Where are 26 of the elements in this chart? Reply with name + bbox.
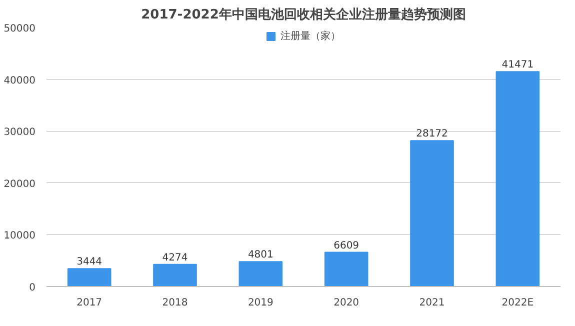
chart-title: 2017-2022年中国电池回收相关企业注册量趋势预测图 (141, 6, 466, 22)
bar (153, 264, 197, 286)
legend-label: 注册量（家） (280, 30, 340, 43)
bar (67, 268, 112, 286)
bar (324, 252, 368, 286)
y-tick-label: 20000 (4, 178, 36, 190)
x-tick-label: 2017 (76, 298, 102, 308)
y-tick-label: 30000 (4, 127, 36, 138)
x-tick-label: 2019 (248, 298, 274, 308)
bar (496, 71, 540, 286)
x-tick-label: 2018 (162, 298, 188, 308)
data-label: 3444 (76, 256, 102, 268)
y-tick-label: 40000 (4, 75, 36, 86)
y-tick-label: 0 (29, 282, 36, 294)
x-tick-label: 2021 (419, 298, 445, 308)
data-label: 28172 (416, 128, 448, 140)
data-label: 6609 (334, 240, 360, 252)
data-label: 4274 (162, 252, 188, 264)
x-tick-label: 2022E (502, 298, 534, 308)
y-tick-label: 10000 (4, 230, 36, 242)
bar (238, 261, 283, 286)
bar (410, 140, 454, 286)
data-label: 41471 (502, 60, 534, 71)
x-tick-label: 2020 (334, 298, 360, 308)
data-label: 4801 (248, 250, 274, 261)
y-tick-label: 50000 (4, 24, 36, 34)
